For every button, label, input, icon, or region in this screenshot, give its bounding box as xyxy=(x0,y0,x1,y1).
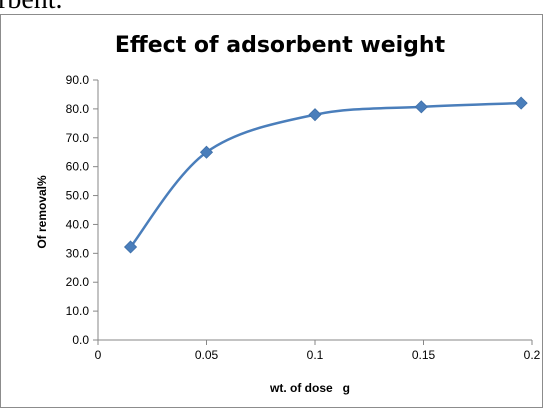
y-axis-label: Of removal% xyxy=(35,175,49,249)
x-tick-label: 0.1 xyxy=(307,348,324,362)
data-point-marker xyxy=(514,96,528,110)
y-tick-label: 40.0 xyxy=(66,217,90,231)
data-point-marker xyxy=(414,100,428,114)
x-tick-label: 0.05 xyxy=(195,348,219,362)
y-tick-label: 0.0 xyxy=(72,333,89,347)
y-tick-label: 50.0 xyxy=(66,189,90,203)
data-series xyxy=(123,96,528,254)
chart-title: Effect of adsorbent weight xyxy=(115,33,446,58)
preceding-text-fragment: rbent. xyxy=(0,0,63,14)
x-tick-label: 0.15 xyxy=(412,348,436,362)
y-tick-label: 70.0 xyxy=(66,131,90,145)
y-tick-label: 60.0 xyxy=(66,160,90,174)
axes: 0.0 10.0 20.0 30.0 40.0 50.0 60.0 70.0 80.0 90.0 0… xyxy=(66,73,541,362)
y-tick-label: 10.0 xyxy=(66,304,90,318)
series-line xyxy=(129,101,522,248)
x-tick-label: 0 xyxy=(95,348,102,362)
y-tick-label: 80.0 xyxy=(66,102,90,116)
y-tick-label: 90.0 xyxy=(66,73,90,87)
x-axis-label: wt. of dose g xyxy=(269,381,350,395)
data-point-marker xyxy=(308,108,322,122)
x-tick-label: 0.2 xyxy=(524,348,541,362)
chart-area xyxy=(0,14,543,408)
data-point-marker xyxy=(123,240,138,254)
y-tick-label: 30.0 xyxy=(66,246,90,260)
data-point-marker xyxy=(199,145,214,159)
y-tick-label: 20.0 xyxy=(66,275,90,289)
